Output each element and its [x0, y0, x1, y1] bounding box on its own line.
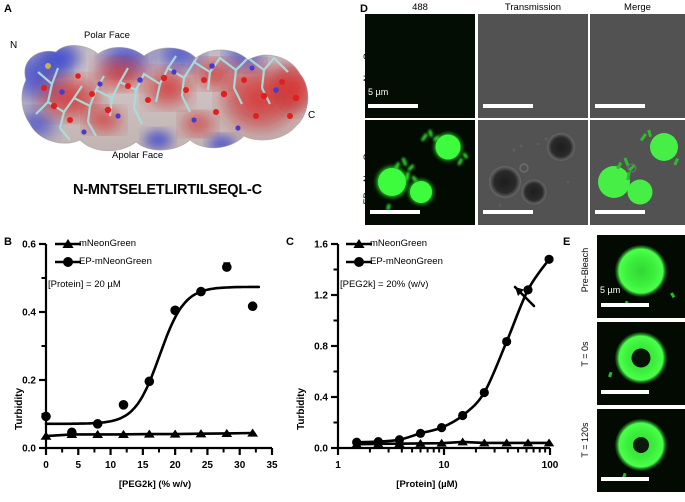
panel-b-legend-item-0: mNeonGreen	[79, 238, 137, 249]
svg-text:0.2: 0.2	[22, 376, 36, 387]
panel-c-x-axis-title: [Protein] (µM)	[396, 479, 458, 490]
svg-text:0.0: 0.0	[314, 444, 328, 455]
scale-bar-merge-mneongreen	[595, 104, 645, 108]
svg-text:10: 10	[105, 460, 117, 471]
panel-c-plot: 0.0 0.4 0.8 1.2 1.6 1 10 100	[314, 239, 559, 471]
panel-b-legend-item-1: EP-mNeonGreen	[79, 256, 152, 267]
panel-c-legend-item-0: mNeonGreen	[370, 238, 428, 249]
scale-bar-transmission-mneongreen	[483, 104, 533, 108]
svg-text:0.0: 0.0	[22, 444, 36, 455]
svg-text:0: 0	[43, 460, 49, 471]
panel-b: B 0.0 0.2 0.4 0.6 0 5 10 15 20 25 30 35 Turbidity […	[0, 230, 282, 497]
svg-text:30: 30	[234, 460, 246, 471]
panel-d: D 488 Transmission Merge mNeonGreen EP-m…	[352, 0, 685, 230]
panel-b-plot: 0.0 0.2 0.4 0.6 0 5 10 15 20 25 30 35	[22, 239, 278, 471]
svg-text:1.6: 1.6	[314, 240, 328, 251]
panel-d-column-header-transmission: Transmission	[504, 2, 562, 13]
label-apolar-face: Apolar Face	[112, 150, 164, 161]
panel-c-condition: [PEG2k] = 20% (w/v)	[340, 279, 429, 290]
label-polar-face: Polar Face	[84, 30, 130, 41]
panel-e: E Pre-Bleach T = 0s T = 120s 5 µm	[560, 230, 685, 497]
scale-label-488-mneongreen: 5 µm	[368, 87, 389, 97]
panel-a-letter: A	[4, 3, 12, 15]
panel-d-image-merge-ep-mneongreen	[590, 120, 685, 225]
panel-e-image-t120	[597, 409, 685, 492]
peptide-sequence: N-MNTSELETLIRTILSEQL-C	[73, 182, 262, 198]
svg-text:25: 25	[202, 460, 214, 471]
panel-e-letter: E	[563, 236, 571, 248]
scale-bar-488-mneongreen	[368, 104, 418, 108]
panel-a: A	[0, 0, 352, 230]
frap-t120-svg	[601, 419, 667, 481]
frap-t0-svg	[601, 332, 667, 394]
label-c-terminus: C	[308, 110, 316, 121]
panel-b-condition: [Protein] = 20 µM	[48, 279, 121, 290]
peptide-structure-image: N C Polar Face Apolar Face	[8, 28, 328, 163]
panel-c-y-axis-title: Turbidity	[296, 387, 307, 430]
svg-text:0.8: 0.8	[314, 342, 328, 353]
svg-text:0.6: 0.6	[22, 240, 36, 251]
panel-c: C 0.0 0.4 0.8 1.2 1.6 1 10 100 Turbidity [Prote…	[282, 230, 560, 497]
panel-e-row-label-pre-bleach: Pre-Bleach	[580, 247, 590, 293]
svg-text:15: 15	[137, 460, 149, 471]
panel-d-column-header-merge: Merge	[624, 2, 651, 13]
panel-b-x-axis-title: [PEG2k] (% w/v)	[118, 479, 192, 490]
peptide-surface-svg	[21, 45, 309, 152]
svg-text:1: 1	[335, 460, 341, 471]
droplets-merge-svg	[595, 129, 680, 214]
panel-e-image-pre-bleach: 5 µm	[597, 235, 685, 318]
svg-text:10: 10	[438, 460, 450, 471]
svg-text:1.2: 1.2	[314, 291, 328, 302]
svg-text:20: 20	[170, 460, 182, 471]
panel-d-image-transmission-ep-mneongreen	[478, 120, 588, 225]
panel-e-image-t0	[597, 322, 685, 405]
panel-b-y-axis-title: Turbidity	[14, 387, 25, 430]
panel-d-letter: D	[360, 3, 368, 15]
droplets-488-svg	[370, 129, 469, 214]
label-n-terminus: N	[10, 40, 18, 51]
droplets-transmission-svg	[483, 133, 575, 214]
panel-c-legend-item-1: EP-mNeonGreen	[370, 256, 443, 267]
panel-c-letter: C	[286, 236, 294, 248]
panel-e-row-label-t120: T = 120s	[580, 422, 590, 458]
panel-d-image-488-mneongreen: 5 µm	[365, 14, 475, 118]
panel-d-image-merge-mneongreen	[590, 14, 685, 118]
scale-label-pre-bleach: 5 µm	[600, 285, 621, 295]
panel-d-image-488-ep-mneongreen	[365, 120, 475, 225]
svg-text:100: 100	[542, 460, 559, 471]
svg-text:35: 35	[266, 460, 278, 471]
svg-text:0.4: 0.4	[314, 393, 328, 404]
svg-text:0.4: 0.4	[22, 308, 36, 319]
panel-b-letter: B	[4, 236, 12, 248]
panel-d-column-header-488: 488	[412, 2, 428, 13]
panel-d-image-transmission-mneongreen	[478, 14, 588, 118]
svg-text:5: 5	[76, 460, 82, 471]
panel-e-row-label-t0: T = 0s	[580, 341, 590, 367]
frap-pre-bleach-svg	[601, 245, 676, 307]
